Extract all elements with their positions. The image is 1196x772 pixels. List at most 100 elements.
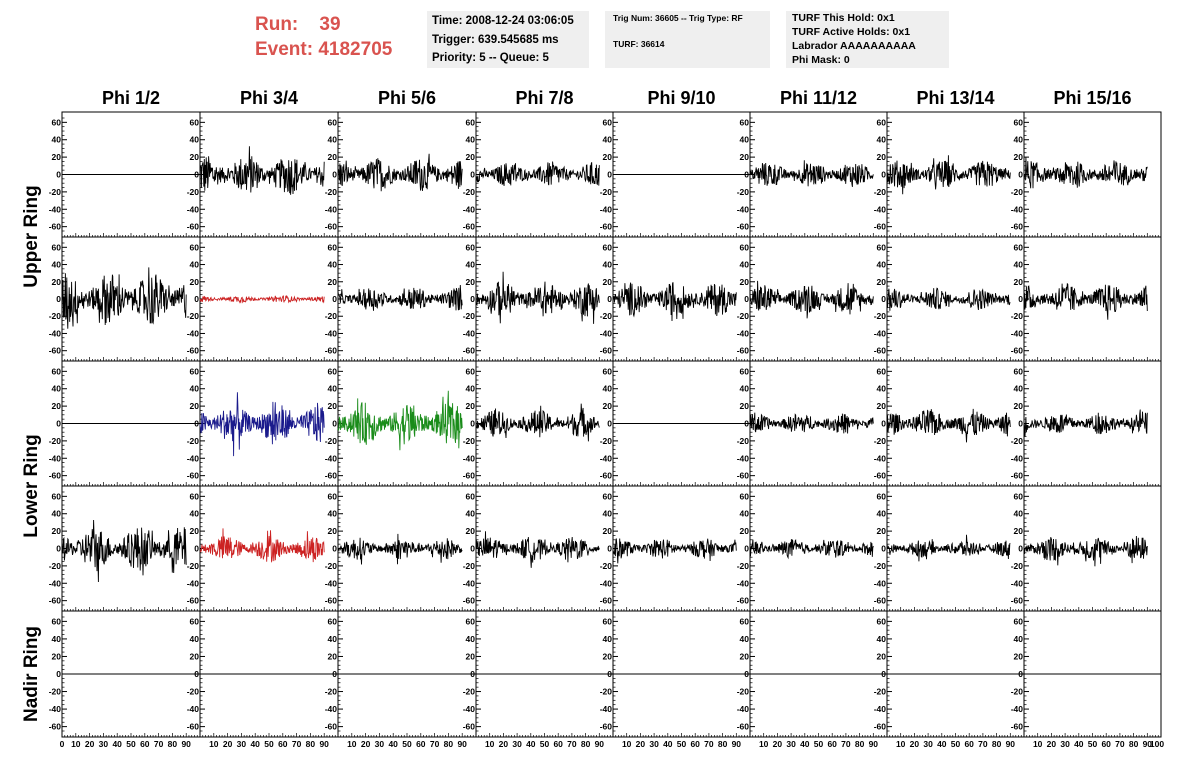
y-tick-label: -60 xyxy=(737,722,750,732)
y-tick-label: -40 xyxy=(463,704,476,714)
y-tick-label: -60 xyxy=(874,222,887,232)
x-tick-label: 10 xyxy=(759,739,769,749)
y-tick-label: -40 xyxy=(600,204,613,214)
waveform-line xyxy=(337,284,463,311)
y-tick-label: -20 xyxy=(463,436,476,446)
y-tick-label: -40 xyxy=(874,204,887,214)
x-tick-label: 10 xyxy=(209,739,219,749)
y-tick-label: 40 xyxy=(603,509,613,519)
x-tick-label: 10 xyxy=(896,739,906,749)
y-tick-label: -60 xyxy=(325,346,338,356)
y-tick-label: 0 xyxy=(194,544,199,554)
y-tick-label: -20 xyxy=(187,561,200,571)
y-tick-label: 20 xyxy=(603,152,613,162)
y-tick-label: -20 xyxy=(600,561,613,571)
y-tick-label: 0 xyxy=(744,170,749,180)
y-tick-label: 60 xyxy=(603,117,613,127)
y-tick-label: 60 xyxy=(190,616,200,626)
y-tick-label: 0 xyxy=(881,669,886,679)
y-tick-label: -40 xyxy=(737,328,750,338)
y-tick-label: 60 xyxy=(328,242,338,252)
x-tick-label: 10 xyxy=(347,739,357,749)
y-tick-label: -20 xyxy=(49,311,62,321)
waveform-line xyxy=(199,294,325,304)
y-tick-label: -20 xyxy=(325,687,338,697)
y-tick-label: 20 xyxy=(190,152,200,162)
waveform-line xyxy=(886,534,1011,562)
ring-label: Lower Ring xyxy=(21,434,42,537)
y-tick-label: 0 xyxy=(744,294,749,304)
x-tick-label: 20 xyxy=(1047,739,1057,749)
y-tick-label: -60 xyxy=(737,346,750,356)
y-tick-label: 20 xyxy=(603,651,613,661)
x-tick-label: 60 xyxy=(964,739,974,749)
waveform-line xyxy=(61,519,187,583)
y-tick-label: 0 xyxy=(56,170,61,180)
x-tick-label: 30 xyxy=(649,739,659,749)
x-tick-label: 30 xyxy=(512,739,522,749)
y-tick-label: 20 xyxy=(466,277,476,287)
waveform-line xyxy=(886,408,1011,443)
y-tick-label: -60 xyxy=(463,222,476,232)
y-tick-label: -40 xyxy=(49,704,62,714)
y-tick-label: 60 xyxy=(740,117,750,127)
y-tick-label: -60 xyxy=(187,471,200,481)
y-tick-label: 60 xyxy=(740,366,750,376)
y-tick-label: -20 xyxy=(737,561,750,571)
y-tick-label: 40 xyxy=(52,260,62,270)
x-tick-label: 60 xyxy=(690,739,700,749)
y-tick-label: 60 xyxy=(1014,616,1024,626)
x-tick-label: 90 xyxy=(319,739,329,749)
y-tick-label: -60 xyxy=(600,471,613,481)
turf-active-holds-text: TURF Active Holds: 0x1 xyxy=(792,26,911,38)
y-tick-label: -20 xyxy=(463,561,476,571)
y-tick-label: 0 xyxy=(607,294,612,304)
x-tick-label: 20 xyxy=(361,739,371,749)
y-tick-label: -20 xyxy=(874,311,887,321)
waveform-line xyxy=(1023,157,1148,189)
y-tick-label: -20 xyxy=(874,687,887,697)
y-tick-label: 0 xyxy=(332,419,337,429)
x-tick-label: 80 xyxy=(306,739,316,749)
y-tick-label: 40 xyxy=(328,509,338,519)
y-tick-label: 40 xyxy=(190,135,200,145)
y-tick-label: -60 xyxy=(600,596,613,606)
x-tick-label: 20 xyxy=(773,739,783,749)
y-tick-label: -20 xyxy=(49,561,62,571)
y-tick-label: 60 xyxy=(52,366,62,376)
y-tick-label: 20 xyxy=(1014,526,1024,536)
x-tick-label: 70 xyxy=(841,739,851,749)
y-tick-label: 20 xyxy=(190,401,200,411)
waveform-line xyxy=(475,161,600,186)
y-tick-label: 40 xyxy=(328,634,338,644)
y-tick-label: -40 xyxy=(49,453,62,463)
y-tick-label: 0 xyxy=(1018,669,1023,679)
waveform-line xyxy=(475,271,600,324)
y-tick-label: -60 xyxy=(49,596,62,606)
x-tick-label: 50 xyxy=(951,739,961,749)
y-tick-label: 60 xyxy=(190,366,200,376)
x-tick-label: 90 xyxy=(1006,739,1016,749)
y-tick-label: -20 xyxy=(600,187,613,197)
y-tick-label: -40 xyxy=(325,453,338,463)
x-tick-label: 30 xyxy=(375,739,385,749)
y-tick-label: 20 xyxy=(52,277,62,287)
y-tick-label: 20 xyxy=(1014,651,1024,661)
waveform-line xyxy=(475,403,600,442)
y-tick-label: 0 xyxy=(470,419,475,429)
y-tick-label: 60 xyxy=(740,616,750,626)
y-tick-label: -60 xyxy=(874,471,887,481)
y-tick-label: -20 xyxy=(1011,187,1024,197)
x-tick-label: 50 xyxy=(126,739,136,749)
y-tick-label: 40 xyxy=(603,634,613,644)
y-tick-label: 60 xyxy=(52,242,62,252)
y-tick-label: 20 xyxy=(52,651,62,661)
y-tick-label: -20 xyxy=(187,436,200,446)
y-tick-label: 0 xyxy=(1018,544,1023,554)
x-tick-label: 40 xyxy=(800,739,810,749)
x-tick-label: 50 xyxy=(677,739,687,749)
y-tick-label: 20 xyxy=(740,401,750,411)
x-tick-label: 40 xyxy=(663,739,673,749)
y-tick-label: -20 xyxy=(49,187,62,197)
y-tick-label: 0 xyxy=(56,419,61,429)
